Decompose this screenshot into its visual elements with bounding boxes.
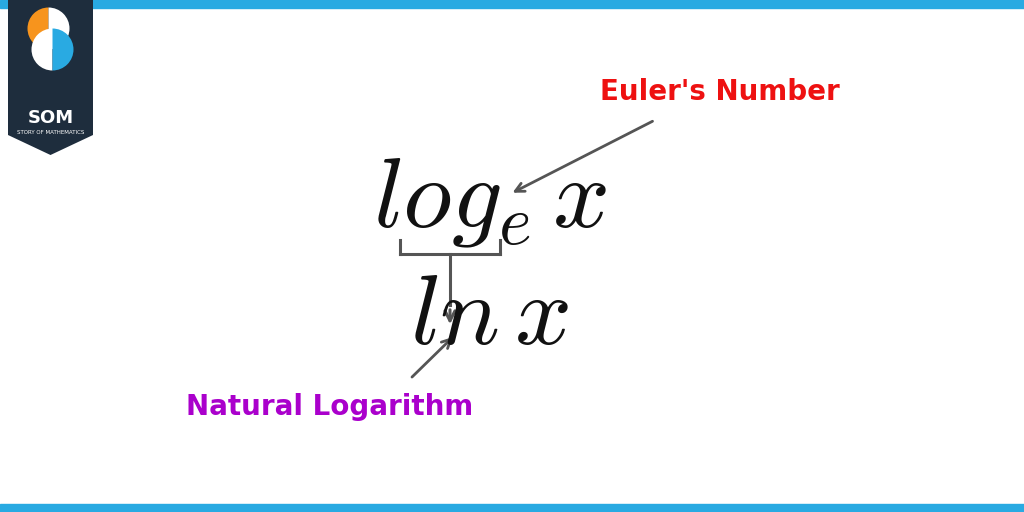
Wedge shape — [48, 8, 70, 50]
Text: $\mathit{ln}\,x$: $\mathit{ln}\,x$ — [411, 269, 569, 365]
Bar — [0, 504, 1024, 512]
Text: Euler's Number: Euler's Number — [600, 78, 840, 106]
Bar — [0, 0, 1024, 8]
Text: SOM: SOM — [28, 109, 74, 127]
Text: Natural Logarithm: Natural Logarithm — [186, 393, 474, 421]
Text: $\mathit{log}_e\,x$: $\mathit{log}_e\,x$ — [373, 154, 607, 250]
Polygon shape — [8, 0, 93, 155]
Wedge shape — [52, 29, 74, 71]
Wedge shape — [28, 8, 48, 50]
Wedge shape — [32, 29, 52, 71]
Text: STORY OF MATHEMATICS: STORY OF MATHEMATICS — [16, 131, 84, 136]
